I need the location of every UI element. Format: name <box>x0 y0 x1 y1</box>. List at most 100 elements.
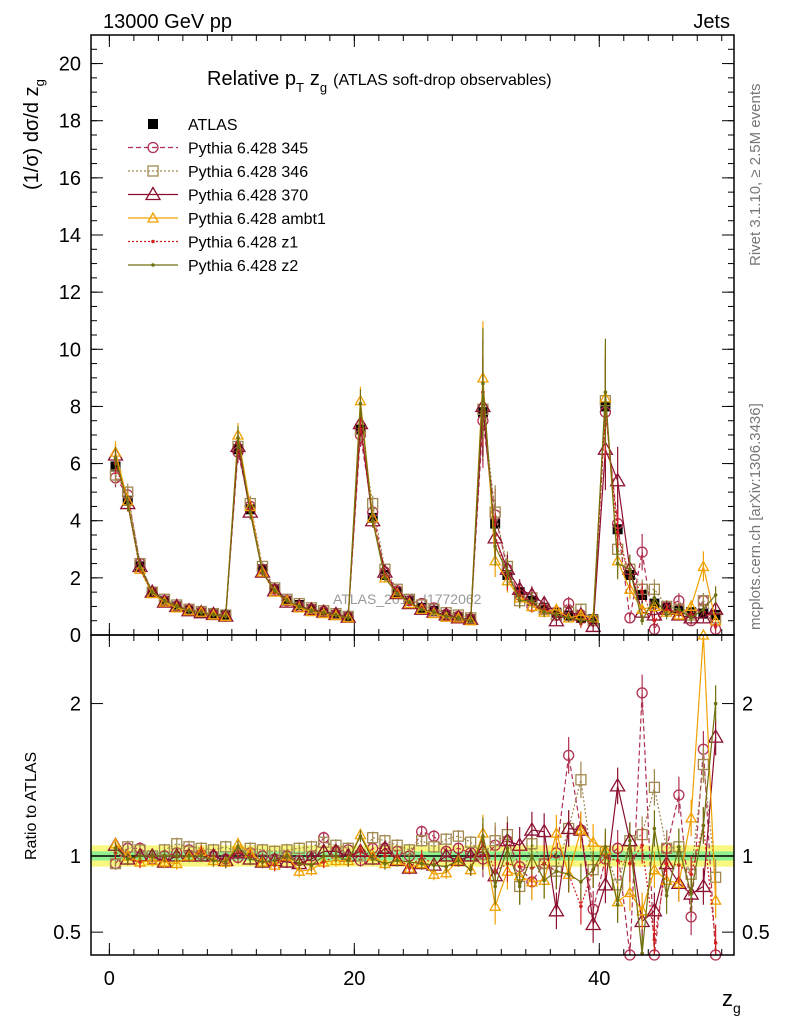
data-point <box>367 832 379 844</box>
data-point <box>358 848 363 852</box>
legend-item: Pythia 6.428 z1 <box>128 235 298 252</box>
data-point <box>151 239 155 244</box>
series-line <box>115 412 717 632</box>
data-point <box>297 604 302 609</box>
data-point <box>672 608 685 620</box>
data-point <box>148 119 158 129</box>
data-point <box>652 596 657 600</box>
series-line <box>115 703 717 954</box>
data-point <box>444 864 448 869</box>
data-point <box>640 590 644 594</box>
ratio-plot-frame <box>90 634 735 956</box>
data-point <box>636 904 649 916</box>
data-point <box>530 854 534 858</box>
legend-item: Pythia 6.428 z2 <box>128 258 298 275</box>
legend-item: Pythia 6.428 346 <box>128 164 308 181</box>
legend-item: Pythia 6.428 ambt1 <box>128 211 326 228</box>
data-point <box>554 613 559 617</box>
data-point <box>187 608 191 613</box>
series-line <box>114 383 717 623</box>
data-point <box>383 861 387 866</box>
data-point <box>403 844 416 856</box>
data-point <box>636 687 648 699</box>
data-point <box>609 777 626 792</box>
data-point <box>223 860 228 864</box>
data-point <box>713 624 718 629</box>
data-point <box>591 618 595 623</box>
data-point <box>664 613 669 617</box>
data-point <box>587 835 600 847</box>
data-point <box>150 854 155 858</box>
data-point <box>272 588 277 593</box>
data-point <box>146 587 159 599</box>
data-point <box>623 582 636 594</box>
data-point <box>597 876 614 891</box>
data-point <box>640 618 644 623</box>
y-tick-label: 14 <box>59 225 81 247</box>
data-point <box>113 846 118 851</box>
data-point <box>407 600 412 604</box>
data-point <box>346 616 351 620</box>
data-point <box>468 618 473 623</box>
y-tick-label: 12 <box>59 282 81 304</box>
data-point <box>174 604 179 609</box>
data-point <box>293 864 306 876</box>
data-point <box>280 594 294 606</box>
data-point <box>701 607 706 612</box>
data-point <box>254 563 271 578</box>
ratio-series-pythia-6-428-345 <box>109 674 722 961</box>
ratio-y-tick-label-right: 0.5 <box>742 922 770 944</box>
data-point <box>615 902 620 907</box>
data-point <box>174 854 179 858</box>
data-point <box>628 861 632 866</box>
data-point <box>256 565 269 577</box>
data-point <box>536 823 553 838</box>
data-point <box>187 854 191 858</box>
data-point <box>223 614 228 619</box>
data-point <box>677 845 681 849</box>
data-point <box>517 598 522 603</box>
data-point <box>383 854 387 858</box>
data-point <box>575 774 587 786</box>
data-point <box>615 858 620 863</box>
data-point <box>352 843 369 858</box>
data-point <box>329 854 343 866</box>
data-point <box>493 544 497 549</box>
y-tick-label: 2 <box>70 568 81 590</box>
data-point <box>695 609 712 624</box>
data-point <box>305 863 318 875</box>
data-point <box>156 593 173 608</box>
data-point <box>416 835 428 847</box>
y-tick-label: 0 <box>70 625 81 647</box>
mcplots-label: mcplots.cern.ch [arXiv:1306.3436] <box>747 403 764 630</box>
data-point <box>640 843 644 848</box>
legend-label: Pythia 6.428 345 <box>188 141 308 158</box>
data-point <box>162 598 167 603</box>
data-point <box>624 612 636 624</box>
data-point <box>530 598 534 603</box>
data-point <box>636 546 648 558</box>
data-point <box>321 854 326 858</box>
series-atlas <box>110 356 721 625</box>
data-point <box>566 872 571 877</box>
header-jets: Jets <box>693 11 730 33</box>
data-point <box>709 893 722 905</box>
x-axis-label: zg <box>722 986 741 1016</box>
data-point <box>236 845 240 849</box>
ratio-y-tick-label: 1 <box>70 846 81 868</box>
data-point <box>462 847 479 862</box>
data-point <box>685 600 698 612</box>
rivet-label: Rivet 3.1.10, ≥ 2.5M events <box>747 84 764 267</box>
data-point <box>591 867 595 872</box>
data-point <box>138 564 142 569</box>
data-point <box>652 937 657 942</box>
data-point <box>603 390 608 394</box>
data-point <box>358 401 363 406</box>
data-point <box>689 872 693 877</box>
y-tick-label: 18 <box>59 111 81 133</box>
data-point <box>236 436 240 440</box>
data-point <box>450 609 467 624</box>
data-point <box>334 613 338 617</box>
